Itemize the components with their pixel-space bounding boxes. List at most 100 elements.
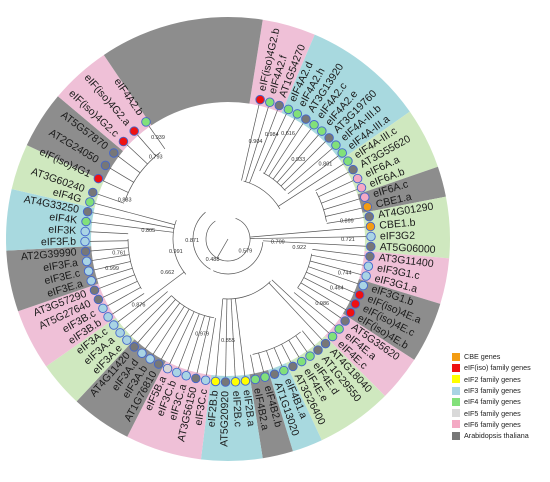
branch-47 — [178, 313, 200, 368]
root-branch — [216, 238, 229, 259]
sector-6 — [342, 279, 441, 360]
leaf-node — [109, 148, 119, 158]
branch-24 — [308, 266, 359, 285]
leaf-node — [172, 367, 182, 378]
branch-40 — [234, 298, 246, 377]
branch-37 — [266, 350, 274, 370]
sector-12 — [127, 361, 212, 460]
leaf-label: eIF2B.a — [241, 389, 257, 427]
branch-25 — [306, 271, 356, 294]
support-value: 0.744 — [338, 271, 352, 277]
leaf-label: eIF3K — [48, 224, 77, 237]
support-value: 0.899 — [340, 218, 354, 224]
legend-item-eif2: eIF2 family genes — [452, 374, 548, 385]
branch-52 — [137, 299, 176, 344]
leaf-node — [210, 376, 221, 387]
leaf-node — [81, 216, 91, 227]
support-value: 0.761 — [112, 250, 126, 256]
support-value: 0.876 — [132, 302, 146, 308]
tree-branches — [90, 104, 366, 377]
legend-item-eif6: eIF6 family genes — [452, 419, 548, 430]
legend-label: eIF3 family genes — [464, 386, 521, 396]
leaf-node — [153, 359, 164, 369]
support-value: 0.939 — [151, 135, 165, 141]
leaf-node — [365, 251, 375, 262]
legend-swatch-eif4 — [452, 397, 460, 406]
leaf-node — [220, 377, 231, 387]
branch-63 — [90, 247, 129, 252]
legend-item-eif4: eIF4 family genes — [452, 396, 548, 407]
leaf-node — [88, 187, 98, 198]
legend-swatch-eif6 — [452, 420, 460, 429]
leaf-node — [200, 375, 211, 385]
sector-4 — [362, 196, 451, 259]
leaf-node — [85, 197, 95, 207]
internal-branch-0 — [205, 217, 251, 262]
internal-branch-8 — [297, 253, 313, 288]
branch-22 — [311, 254, 364, 266]
leaf-node — [191, 373, 201, 384]
leaf-node — [301, 114, 311, 124]
leaf-label: eIF3F.b — [41, 236, 76, 249]
leaf-node — [364, 211, 374, 222]
leaf-node — [324, 133, 334, 143]
support-value: 0.464 — [330, 286, 344, 292]
leaf-node — [93, 294, 104, 305]
sector-16 — [6, 246, 99, 312]
leaf-node — [80, 236, 90, 247]
branch-18 — [249, 226, 366, 238]
branch-8 — [280, 141, 326, 187]
legend-swatch-cbe — [452, 352, 460, 361]
support-value: 0.933 — [291, 157, 305, 163]
branch-30 — [271, 279, 330, 334]
leaf-node — [255, 94, 265, 105]
branch-54 — [123, 291, 168, 330]
support-value: 0.805 — [141, 228, 155, 234]
leaf-label: AT5G20920 — [218, 391, 231, 447]
support-value: 0.579 — [238, 249, 252, 255]
branch-42 — [225, 298, 228, 377]
legend-label: eIF(iso) family genes — [464, 363, 531, 373]
legend-label: eIF4 family genes — [464, 397, 521, 407]
leaf-node — [274, 100, 284, 111]
leaf-label: eIF3F.a — [42, 257, 79, 274]
support-value: 0.855 — [221, 338, 235, 344]
internal-branch-10 — [127, 238, 142, 290]
leaf-label: eIF2B.b — [206, 390, 221, 428]
leaf-node — [80, 246, 91, 257]
branch-31 — [268, 282, 323, 341]
sector-10 — [249, 370, 293, 459]
support-value: 0.801 — [319, 162, 333, 168]
branch-43 — [215, 298, 224, 377]
branch-20 — [262, 240, 366, 247]
sector-9 — [268, 363, 322, 452]
support-value: 0.984 — [265, 132, 279, 138]
legend-label: eIF2 family genes — [464, 374, 521, 384]
support-value: 0.986 — [315, 301, 329, 307]
branch-0 — [241, 104, 260, 181]
sector-3 — [357, 166, 446, 213]
branch-39 — [250, 354, 255, 375]
leaf-node — [361, 271, 371, 281]
leaf-node — [331, 140, 341, 150]
legend-item-arabidopsis: Arabidopsis thaliana — [452, 430, 548, 441]
internal-branch-6 — [263, 172, 286, 192]
branch-50 — [152, 305, 185, 355]
leaf-label: AT2G39990 — [20, 246, 77, 263]
internal-branch-1 — [213, 242, 264, 275]
branch-19 — [249, 236, 366, 239]
branch-62 — [91, 254, 130, 261]
support-value: 0.616 — [281, 131, 295, 137]
branch-57 — [107, 287, 141, 307]
leaf-node — [305, 351, 315, 361]
branch-53 — [130, 295, 172, 337]
leaf-node — [334, 324, 344, 334]
branch-46 — [187, 315, 205, 372]
sector-0 — [249, 19, 315, 113]
leaf-node — [317, 126, 327, 136]
branch-17 — [326, 217, 365, 224]
branch-11 — [278, 163, 344, 207]
sector-17 — [5, 189, 95, 251]
leaf-node — [292, 109, 303, 119]
internal-branch-12 — [252, 331, 301, 355]
